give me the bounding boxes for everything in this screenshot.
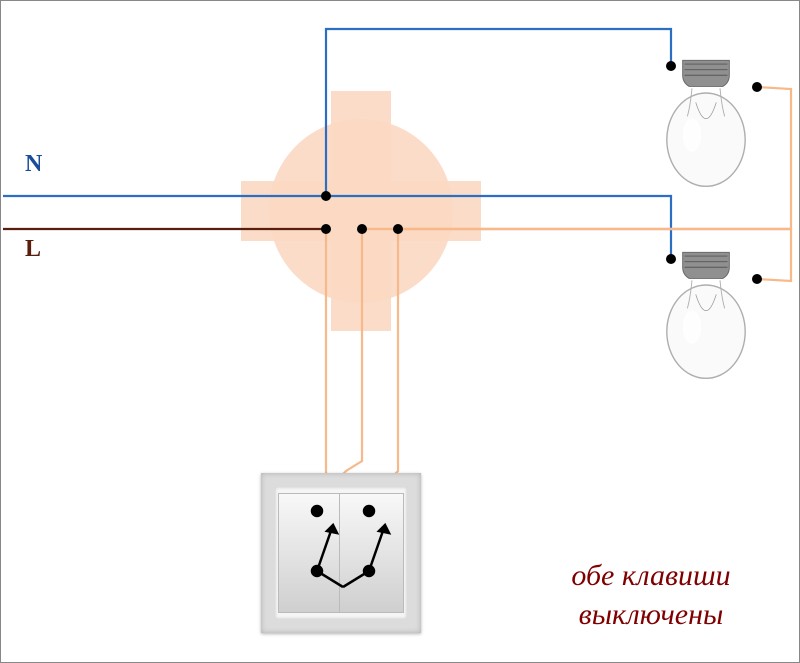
bulb-1 — [661, 51, 751, 191]
double-switch — [261, 473, 421, 633]
bulb-2 — [661, 243, 751, 383]
label-neutral: N — [25, 151, 42, 178]
diagram-canvas: N L обе клавиши выключены — [0, 0, 800, 663]
caption-line2: выключены — [579, 598, 724, 631]
label-live: L — [25, 236, 41, 263]
caption: обе клавиши выключены — [511, 556, 791, 634]
caption-line1: обе клавиши — [571, 559, 730, 592]
switch-contacts — [261, 473, 421, 633]
